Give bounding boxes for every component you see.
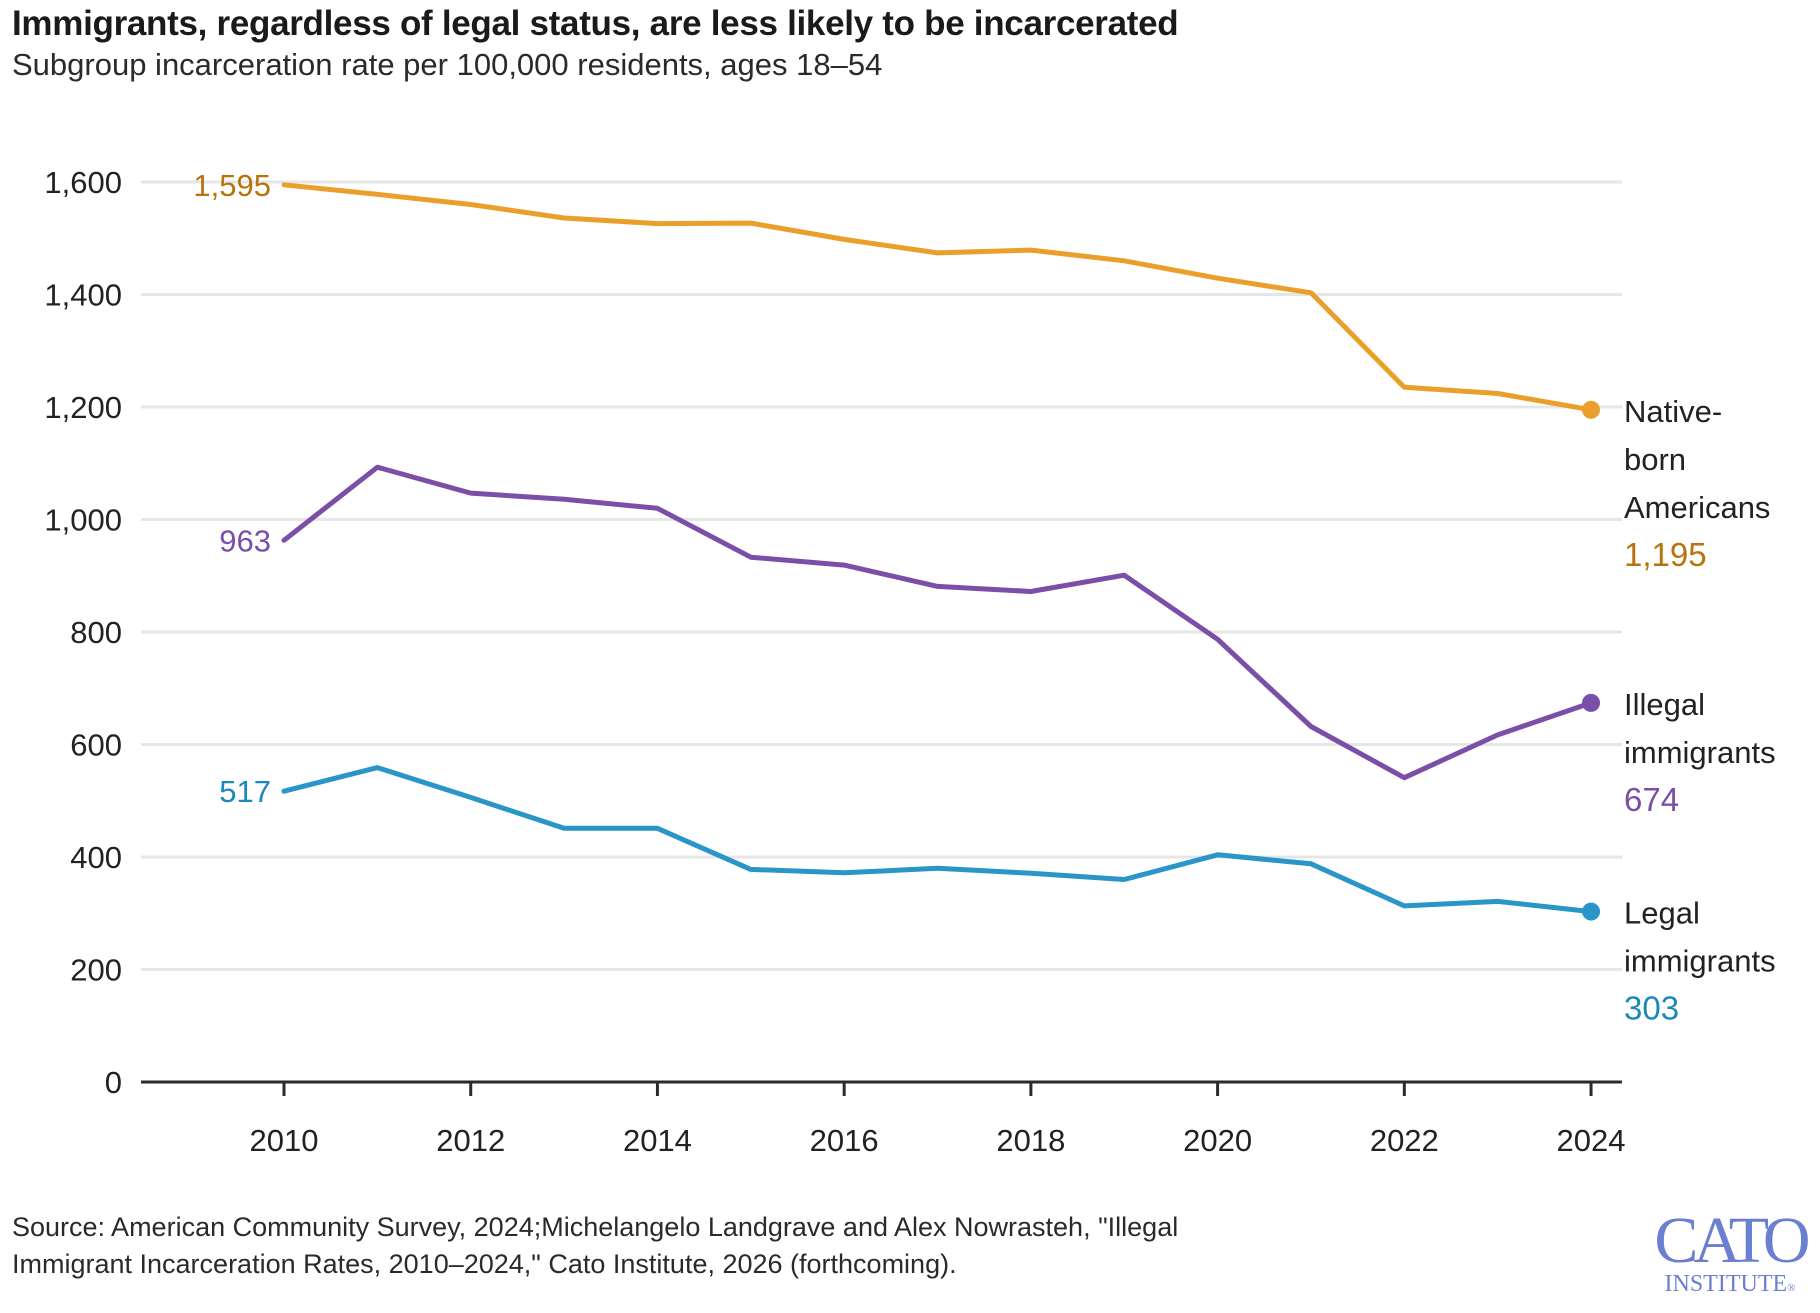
source-line-2: Immigrant Incarceration Rates, 2010–2024…: [12, 1249, 957, 1279]
y-tick-label: 0: [105, 1065, 122, 1100]
end-value-label: 1,195: [1624, 536, 1707, 573]
x-tick-label: 2018: [996, 1123, 1065, 1158]
start-value-label: 1,595: [193, 168, 271, 203]
registered-mark-icon: ®: [1787, 1282, 1796, 1294]
x-tick-label: 2014: [623, 1123, 692, 1158]
y-tick-label: 200: [70, 953, 122, 988]
series-labels: 1,595 Native-born Americans 1,195 963 Illegal…: [193, 168, 1775, 1027]
end-value-label: 303: [1624, 990, 1679, 1027]
y-tick-label: 1,600: [44, 165, 122, 200]
x-tick-label: 2024: [1557, 1123, 1626, 1158]
end-marker-2: [1582, 902, 1601, 921]
chart-title: Immigrants, regardless of legal status, …: [12, 4, 1179, 43]
x-tick-label: 2020: [1183, 1123, 1252, 1158]
series-lines: [281, 182, 1601, 921]
logo-main-text: CATO: [1654, 1204, 1810, 1277]
y-tick-label: 1,400: [44, 278, 122, 313]
cato-institute-logo: CATO INSTITUTE®: [1650, 1204, 1810, 1300]
series-name-label: Legal: [1624, 896, 1700, 931]
y-axis: 0 200 400 600 800 1,000 1,200 1,400 1,600: [44, 165, 122, 1100]
series-name-label: Illegal: [1624, 687, 1705, 722]
y-tick-label: 1,000: [44, 503, 122, 538]
x-axis: 2010 2012 2014 2016 2018 2020 2022 2024: [141, 1080, 1626, 1158]
series-name-label: Americans: [1624, 490, 1770, 525]
series-line-1: [281, 464, 1594, 781]
series-name-label: immigrants: [1624, 735, 1776, 770]
start-value-label: 517: [219, 774, 271, 809]
series-line-0: [281, 182, 1594, 413]
source-line-1: Source: American Community Survey, 2024;…: [12, 1212, 1179, 1242]
x-tick-label: 2010: [250, 1123, 319, 1158]
x-tick-label: 2012: [436, 1123, 505, 1158]
series-name-label: immigrants: [1624, 944, 1776, 979]
gridlines: [141, 180, 1622, 971]
chart-subtitle: Subgroup incarceration rate per 100,000 …: [12, 47, 883, 82]
series-name-label: born: [1624, 442, 1686, 477]
series-line-2: [281, 765, 1594, 915]
source-note: Source: American Community Survey, 2024;…: [12, 1209, 1572, 1283]
end-value-label: 674: [1624, 781, 1679, 818]
y-tick-label: 800: [70, 615, 122, 650]
y-tick-label: 600: [70, 728, 122, 763]
series-name-label: Native-: [1624, 394, 1722, 429]
y-tick-label: 1,200: [44, 390, 122, 425]
x-tick-label: 2016: [810, 1123, 879, 1158]
x-tick-label: 2022: [1370, 1123, 1439, 1158]
y-tick-label: 400: [70, 840, 122, 875]
logo-sub-text: INSTITUTE: [1664, 1271, 1788, 1297]
end-marker-0: [1582, 400, 1601, 419]
start-value-label: 963: [219, 523, 271, 558]
end-marker-1: [1582, 693, 1601, 712]
